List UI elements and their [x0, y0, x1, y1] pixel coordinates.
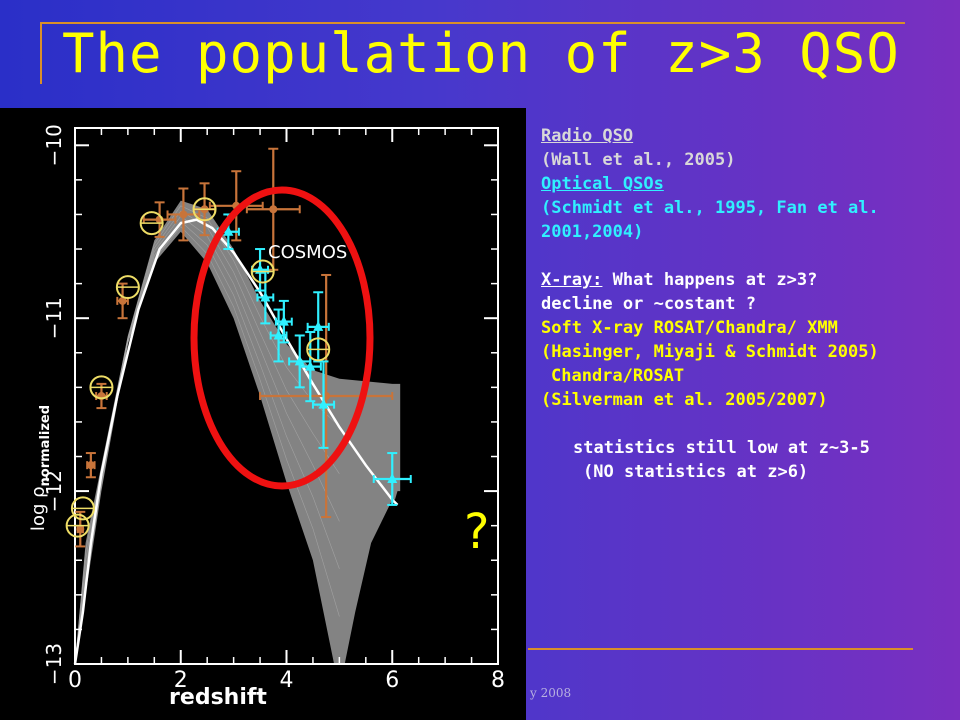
- xray-data-point: [288, 334, 312, 389]
- cosmos-data-point: [306, 337, 331, 362]
- optical-data-point: [75, 510, 86, 548]
- xray-data-point: [311, 360, 336, 449]
- xray-line-2: decline or ~costant ?: [541, 294, 756, 314]
- x-tick-label: 6: [385, 668, 399, 693]
- xray-data-point-marker: [273, 329, 284, 340]
- cosmos-data-point: [139, 211, 164, 236]
- silverman-reference: (Silverman et al. 2005/2007): [541, 390, 828, 410]
- optical-data-point-marker: [118, 296, 127, 305]
- y-axis-label-sub: normalized: [38, 405, 53, 487]
- hasinger-reference: (Hasinger, Miyaji & Schmidt 2005): [541, 342, 879, 362]
- xray-data-point-marker: [294, 355, 305, 366]
- soft-xray-line: Soft X-ray ROSAT/Chandra/ XMM: [541, 318, 838, 338]
- radio-qso-heading: Radio QSO: [541, 126, 634, 146]
- optical-data-point: [208, 170, 264, 242]
- top-rule: [40, 22, 905, 24]
- xray-data-point-marker: [318, 398, 329, 409]
- xray-data-point: [274, 299, 293, 344]
- x-tick-label: 2: [174, 668, 188, 693]
- x-tick-label: 8: [491, 668, 505, 693]
- y-tick-label: −11: [42, 297, 66, 339]
- y-tick-label: −10: [42, 124, 66, 166]
- cosmos-data-point: [89, 375, 114, 400]
- optical-reference-1: (Schmidt et al., 1995, Fan et al.: [541, 198, 879, 218]
- bottom-rule: [528, 648, 913, 650]
- stats-low-line: statistics still low at z~3-5: [573, 438, 870, 458]
- xray-data-point: [298, 331, 322, 403]
- optical-data-point: [85, 452, 96, 479]
- xray-question: What happens at z>3?: [602, 270, 818, 290]
- optical-data-point-marker: [179, 210, 188, 219]
- x-tick-label: 0: [68, 668, 82, 693]
- optical-data-point-marker: [86, 461, 95, 470]
- plot-panel: 0 2 4 6 8 −13 −12 −11 −10 redshift log ρnormaliz…: [0, 108, 526, 720]
- xray-data-point: [372, 452, 412, 506]
- optical-qso-heading: Optical QSOs: [541, 174, 664, 194]
- stats-none-line: (NO statistics at z>6): [583, 462, 809, 482]
- y-axis-label: log ρnormalized: [28, 405, 53, 531]
- cosmos-data-point: [70, 496, 95, 521]
- cosmos-label: COSMOS: [268, 242, 347, 263]
- xray-data-point-marker: [260, 291, 271, 302]
- x-axis-label: redshift: [169, 685, 267, 710]
- left-rule: [40, 22, 42, 84]
- x-tick-label: 4: [280, 668, 294, 693]
- optical-data-point-marker: [76, 525, 85, 534]
- question-mark: ?: [464, 504, 489, 560]
- slide-title: The population of z>3 QSO: [62, 22, 900, 85]
- highlight-ellipse: [190, 186, 374, 490]
- xray-data-point-marker: [305, 360, 316, 371]
- y-tick-label: −12: [42, 470, 66, 512]
- xray-heading: X-ray:: [541, 270, 603, 290]
- cosmos-data-point: [115, 275, 140, 300]
- optical-reference-2: 2001,2004): [541, 222, 644, 242]
- svg-text:log ρnormalized: log ρnormalized: [28, 405, 53, 531]
- footer-text: y 2008: [530, 686, 572, 700]
- cosmos-data-point: [192, 197, 217, 222]
- radio-qso-reference: (Wall et al., 2005): [541, 150, 736, 170]
- xray-data-point-marker: [313, 320, 324, 331]
- cosmos-data-point: [250, 259, 275, 284]
- xray-line: X-ray: What happens at z>3?: [541, 268, 956, 292]
- reference-notes: Radio QSO (Wall et al., 2005) Optical QS…: [541, 124, 956, 484]
- xray-data-point-marker: [387, 472, 398, 483]
- xray-data-point-marker: [223, 225, 234, 236]
- optical-data-point: [245, 147, 301, 271]
- density-plot: 0 2 4 6 8 −13 −12 −11 −10 redshift log ρnormaliz…: [28, 124, 505, 710]
- model-band-striation: [74, 226, 340, 665]
- chandra-rosat-line: Chandra/ROSAT: [551, 366, 685, 386]
- y-axis-label-main: log ρ: [28, 486, 49, 531]
- y-tick-label: −13: [42, 643, 66, 685]
- cosmos-data-point: [65, 513, 90, 538]
- spacer-2: [541, 412, 956, 436]
- optical-data-point: [116, 282, 129, 320]
- xray-data-point-marker: [278, 315, 289, 326]
- optical-data-point-marker: [269, 205, 278, 214]
- spacer: [541, 244, 956, 268]
